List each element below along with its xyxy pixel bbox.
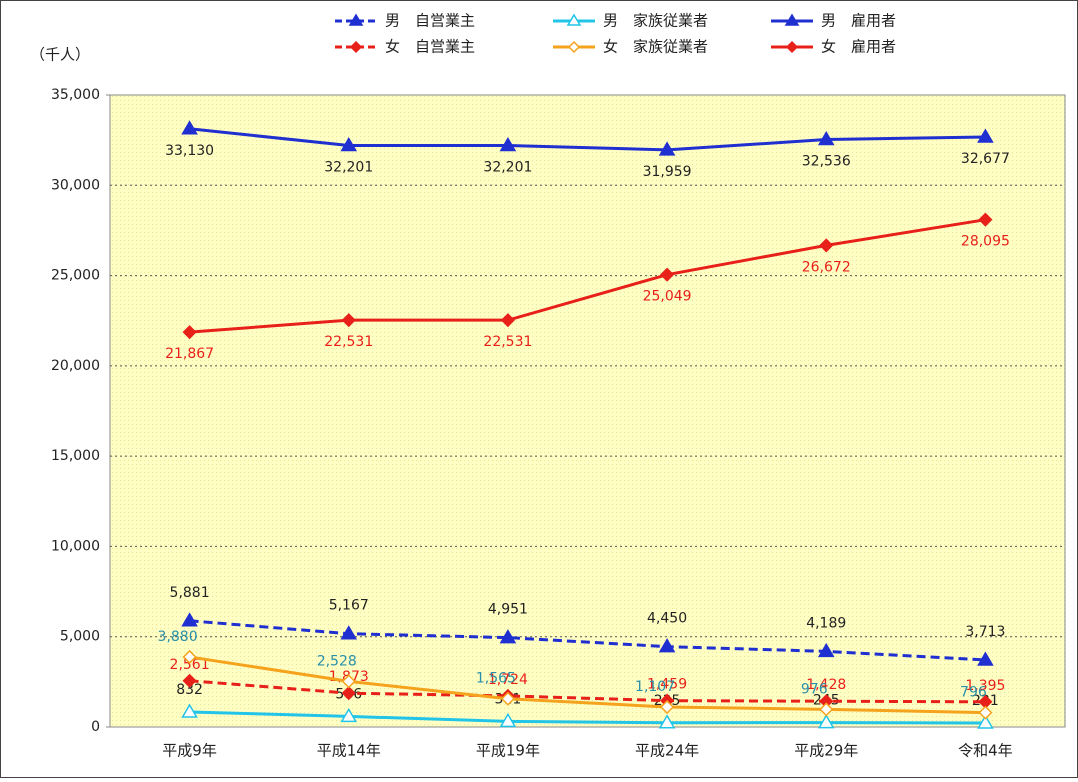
legend-label: 女 自営業主 (385, 38, 475, 56)
marker (181, 612, 198, 627)
data-label: 4,189 (806, 615, 846, 631)
legend-marker (349, 40, 363, 54)
data-label: 1,459 (647, 677, 687, 693)
y-tick-label: 25,000 (51, 268, 100, 284)
marker (978, 705, 993, 720)
y-tick-label: 0 (91, 719, 100, 735)
marker (817, 714, 835, 729)
marker (819, 702, 834, 717)
y-tick-label: 10,000 (51, 538, 100, 554)
data-label: 33,130 (165, 143, 214, 159)
legend-label: 男 雇用者 (821, 12, 896, 30)
marker (977, 128, 994, 143)
marker (181, 120, 198, 135)
marker (340, 137, 358, 152)
x-tick-label: 平成9年 (162, 742, 217, 760)
x-tick-label: 令和4年 (958, 742, 1013, 760)
marker (499, 137, 517, 152)
marker (658, 714, 676, 729)
marker (499, 629, 517, 644)
data-label: 28,095 (961, 234, 1010, 250)
marker (182, 649, 197, 664)
data-label: 32,536 (802, 153, 851, 169)
legend-label: 男 家族従業者 (603, 12, 708, 30)
data-label: 3,880 (158, 629, 198, 645)
marker (977, 651, 994, 666)
data-label: 31,959 (643, 164, 692, 180)
marker (500, 313, 515, 328)
x-tick-label: 平成24年 (635, 742, 699, 760)
series-line (189, 710, 986, 725)
marker (182, 325, 197, 340)
data-label: 22,531 (483, 334, 532, 350)
data-label: 1,428 (806, 677, 846, 693)
data-label: 25,049 (643, 289, 692, 305)
marker (341, 686, 356, 701)
data-label: 32,201 (324, 160, 373, 176)
data-label: 26,672 (802, 259, 851, 275)
data-label: 1,107 (635, 679, 675, 695)
data-label: 1,724 (488, 672, 528, 688)
series-line (189, 218, 986, 334)
legend-label: 男 自営業主 (385, 12, 475, 30)
marker (658, 638, 676, 653)
data-label: 1,395 (965, 678, 1005, 694)
marker (660, 267, 675, 282)
y-tick-label: 5,000 (60, 629, 100, 645)
data-label: 3,713 (965, 624, 1005, 640)
y-tick-label: 35,000 (51, 87, 100, 103)
data-label: 5,881 (170, 585, 210, 601)
data-label: 4,951 (488, 602, 528, 618)
y-tick-label: 30,000 (51, 177, 100, 193)
marker (499, 712, 517, 728)
x-tick-label: 平成14年 (317, 742, 381, 760)
x-tick-label: 平成19年 (476, 742, 540, 760)
marker (340, 625, 358, 640)
marker (341, 313, 356, 328)
marker (817, 131, 835, 146)
marker (978, 212, 993, 227)
legend-marker (348, 13, 364, 26)
legend-marker (566, 13, 582, 26)
marker (660, 699, 675, 715)
legend-marker (785, 40, 799, 54)
series-line (189, 679, 986, 704)
legend-label: 女 家族従業者 (603, 38, 708, 56)
marker (182, 673, 197, 688)
data-label: 32,201 (483, 160, 532, 176)
marker (817, 642, 835, 658)
marker (341, 674, 356, 689)
legend-marker (784, 13, 800, 26)
series-line (189, 127, 986, 152)
data-label: 832 (176, 682, 203, 698)
data-label: 4,450 (647, 611, 687, 627)
marker (340, 707, 358, 723)
data-label: 1,565 (476, 671, 516, 687)
series-line (189, 619, 986, 662)
plot-area (109, 94, 1066, 728)
x-tick-label: 平成29年 (794, 742, 858, 760)
data-label: 2,528 (317, 653, 357, 669)
data-label: 796 (960, 685, 987, 701)
marker (819, 238, 834, 253)
data-label: 22,531 (324, 334, 373, 350)
y-tick-label: 15,000 (51, 448, 100, 464)
y-axis-label: （千人） (30, 46, 90, 64)
data-label: 32,677 (961, 151, 1010, 167)
y-tick-label: 20,000 (51, 358, 100, 374)
marker (658, 141, 676, 156)
data-label: 976 (801, 681, 828, 697)
legend-marker (567, 40, 581, 54)
legend-label: 女 雇用者 (821, 38, 896, 56)
data-label: 5,167 (329, 598, 369, 614)
marker (500, 691, 515, 706)
marker (977, 714, 994, 729)
marker (181, 703, 198, 718)
data-label: 21,867 (165, 346, 214, 362)
data-label: 2,561 (170, 657, 210, 673)
series-line (189, 655, 986, 715)
